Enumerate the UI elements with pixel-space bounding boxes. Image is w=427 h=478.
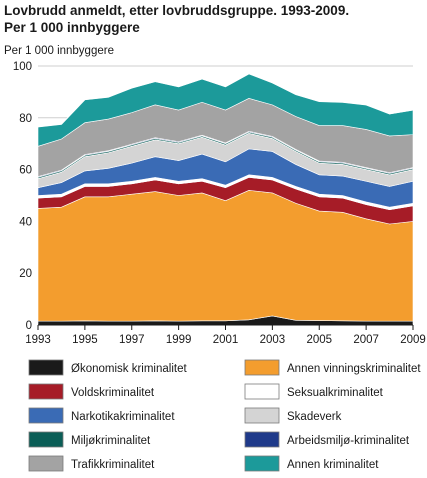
legend-swatch [244, 407, 280, 424]
legend-label: Arbeidsmiljø-kriminalitet [287, 435, 410, 447]
area-layer [37, 73, 414, 326]
legend-swatch [28, 455, 64, 472]
x-tick-label: 1995 [72, 334, 98, 346]
legend-label: Skadeverk [287, 411, 342, 423]
legend-swatch [28, 383, 64, 400]
legend-label: Økonomisk kriminalitet [71, 363, 187, 375]
legend-swatch [28, 359, 64, 376]
legend-swatch [244, 431, 280, 448]
x-tick-label: 2007 [353, 334, 379, 346]
y-tick-label: 100 [13, 61, 32, 73]
legend-label: Voldskriminalitet [71, 387, 155, 399]
legend-swatch [244, 383, 280, 400]
x-tick-label: 1997 [119, 334, 145, 346]
chart-title: Lovbrudd anmeldt, etter lovbruddsgruppe.… [4, 2, 349, 36]
x-tick-label: 1993 [25, 334, 51, 346]
legend-label: Miljøkriminalitet [71, 435, 151, 447]
legend-swatch [28, 407, 64, 424]
x-tick-label: 2003 [260, 334, 286, 346]
x-tick-label: 2009 [400, 334, 426, 346]
legend-label: Annen vinningskriminalitet [287, 363, 421, 375]
x-tick-label: 1999 [166, 334, 192, 346]
legend-label: Narkotikakriminalitet [71, 411, 175, 423]
y-tick-label: 80 [19, 113, 32, 125]
chart-title-line1: Lovbrudd anmeldt, etter lovbruddsgruppe.… [4, 3, 350, 18]
legend-label: Trafikkriminalitet [71, 459, 155, 471]
legend: Økonomisk kriminalitet Voldskriminalitet N… [28, 359, 421, 472]
y-tick-label: 0 [26, 320, 32, 332]
y-tick-label: 60 [19, 165, 32, 177]
legend-swatch [244, 455, 280, 472]
x-tick-label: 2001 [213, 334, 239, 346]
axis-layer: 0 20 40 60 80 100 1993 1995 1997 1999 2001 2003 2005… [13, 61, 426, 346]
y-tick-label: 20 [19, 268, 32, 280]
x-tick-label: 2005 [306, 334, 332, 346]
chart-title-line2: Per 1 000 innbyggere [4, 20, 140, 35]
legend-label: Annen kriminalitet [287, 459, 379, 471]
legend-swatch [244, 359, 280, 376]
y-axis-label: Per 1 000 innbyggere [4, 45, 114, 57]
stack-outline [37, 73, 414, 128]
legend-swatch [28, 431, 64, 448]
legend-label: Seksualkriminalitet [287, 387, 384, 399]
y-tick-label: 40 [19, 216, 32, 228]
